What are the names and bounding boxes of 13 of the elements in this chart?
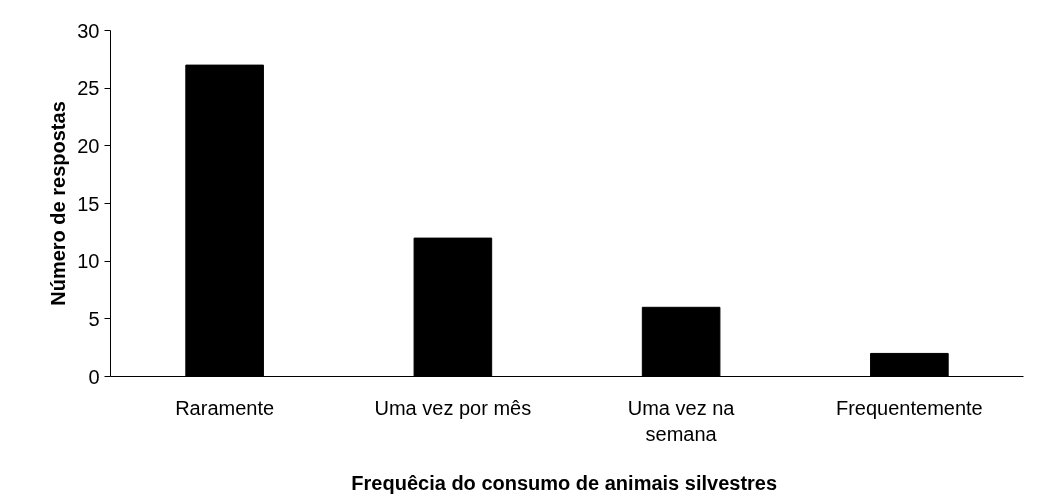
y-tick-label: 10 xyxy=(77,250,100,273)
y-tick-label: 0 xyxy=(88,365,100,388)
y-tick-label: 20 xyxy=(77,134,100,157)
y-tick-label: 30 xyxy=(77,19,100,42)
x-tick-label: Raramente xyxy=(175,396,275,419)
x-tick-label: Frequentemente xyxy=(836,396,983,419)
x-tick-label: Uma vez por mês xyxy=(374,396,532,419)
y-axis-title: Número de respostas xyxy=(47,101,70,306)
y-tick-label: 5 xyxy=(88,307,100,330)
y-tick-label: 15 xyxy=(77,192,100,215)
y-tick-label: 25 xyxy=(77,77,100,100)
x-axis-title: Frequêcia do consumo de animais silvestres xyxy=(351,471,778,494)
x-tick-label: Uma vez na semana xyxy=(627,396,736,445)
